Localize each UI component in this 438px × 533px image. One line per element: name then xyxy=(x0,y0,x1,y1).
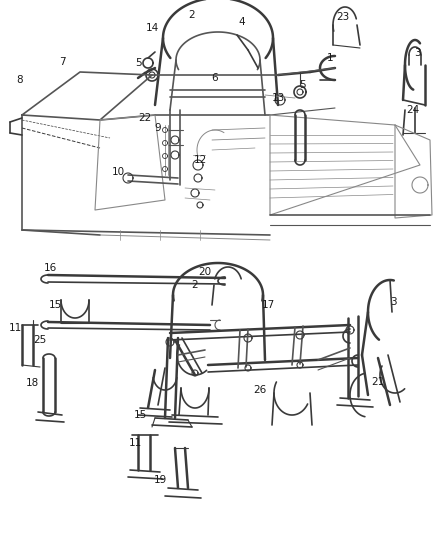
Text: 2: 2 xyxy=(189,10,195,20)
Text: 2: 2 xyxy=(192,280,198,290)
Text: 1: 1 xyxy=(327,53,333,63)
Text: 24: 24 xyxy=(406,105,420,115)
Text: 15: 15 xyxy=(48,300,62,310)
Text: 26: 26 xyxy=(253,385,267,395)
Text: 5: 5 xyxy=(300,80,306,90)
Text: 7: 7 xyxy=(59,57,65,67)
Text: 3: 3 xyxy=(413,48,420,58)
Text: 13: 13 xyxy=(272,93,285,103)
Text: 20: 20 xyxy=(198,267,212,277)
Text: 5: 5 xyxy=(135,58,141,68)
Text: 12: 12 xyxy=(193,155,207,165)
Text: 10: 10 xyxy=(111,167,124,177)
Text: 11: 11 xyxy=(128,438,141,448)
Text: 8: 8 xyxy=(17,75,23,85)
Text: 19: 19 xyxy=(153,475,166,485)
Text: 9: 9 xyxy=(155,123,161,133)
Text: 4: 4 xyxy=(239,17,245,27)
Text: 11: 11 xyxy=(8,323,21,333)
Text: 25: 25 xyxy=(33,335,46,345)
Text: 23: 23 xyxy=(336,12,350,22)
Text: 6: 6 xyxy=(212,73,218,83)
Text: 14: 14 xyxy=(145,23,159,33)
Text: 15: 15 xyxy=(134,410,147,420)
Text: 18: 18 xyxy=(25,378,39,388)
Text: 16: 16 xyxy=(43,263,57,273)
Text: 3: 3 xyxy=(390,297,396,307)
Text: 17: 17 xyxy=(261,300,275,310)
Text: 21: 21 xyxy=(371,377,385,387)
Text: 22: 22 xyxy=(138,113,152,123)
